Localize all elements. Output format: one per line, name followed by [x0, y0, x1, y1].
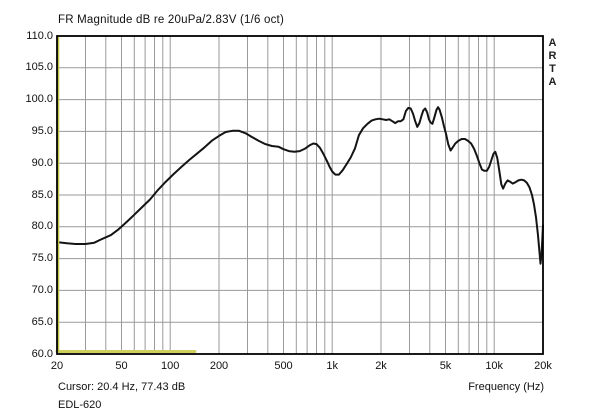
y-tick-label: 95.0 [31, 124, 53, 137]
y-tick-label: 70.0 [31, 283, 53, 296]
arta-watermark: ARTA [548, 37, 557, 88]
x-tick-label: 5k [439, 360, 452, 372]
y-tick-label: 75.0 [31, 252, 53, 265]
y-tick-label: 105.0 [25, 61, 53, 74]
x-tick-label: 50 [115, 360, 128, 372]
x-axis-title: Frequency (Hz) [468, 381, 544, 393]
y-tick-label: 65.0 [31, 315, 53, 328]
x-tick-label: 100 [161, 360, 180, 372]
y-tick-label: 60.0 [31, 347, 53, 360]
signature-label: EDL-620 [58, 399, 102, 411]
y-tick-label: 110.0 [26, 29, 53, 42]
x-tick-label: 500 [274, 360, 293, 372]
magnitude-response [56, 106, 544, 265]
cursor-readout: Cursor: 20.4 Hz, 77.43 dB [58, 381, 186, 393]
x-tick-label: 200 [209, 360, 229, 372]
x-tick-label: 2k [375, 360, 387, 372]
x-tick-label: 20k [534, 360, 552, 372]
y-tick-label: 80.0 [31, 220, 53, 233]
plot-border [56, 35, 544, 355]
y-tick-label: 100.0 [25, 93, 53, 106]
y-tick-label: 85.0 [31, 188, 53, 201]
chart-title: FR Magnitude dB re 20uPa/2.83V (1/6 oct) [58, 14, 284, 26]
x-tick-label: 1k [326, 360, 338, 372]
x-tick-label: 10k [485, 360, 504, 372]
x-tick-label: 20 [50, 360, 64, 372]
y-tick-label: 90.0 [31, 156, 53, 169]
